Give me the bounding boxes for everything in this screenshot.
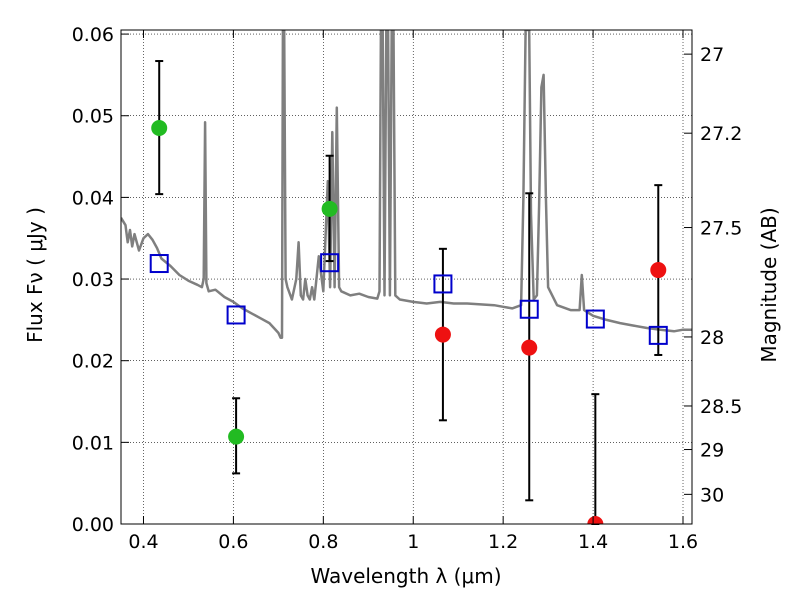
tick-labels: 0.4 0.6 0.8 1 1.2 1.4 1.6 0.00 0.01 0.02 0.03 0.04 0…: [72, 24, 743, 553]
model-photometry-square: [149, 254, 169, 274]
x-tick-label: 1.4: [578, 531, 608, 553]
y-tick-label: 0.06: [72, 24, 114, 46]
y-tick-label: 0.02: [72, 351, 114, 373]
model-spectrum-line: [121, 30, 692, 340]
data-markers: [149, 119, 668, 524]
y-axis-title: Flux Fν ( μJy ): [23, 207, 47, 343]
axis-ticks: [121, 30, 692, 525]
green-photometry-point: [321, 200, 338, 217]
error-bars: [155, 60, 663, 525]
model-photometry-square: [519, 299, 539, 319]
model-photometry-square: [320, 253, 340, 273]
green-photometry-point: [151, 119, 168, 136]
model-spectrum: [121, 30, 692, 340]
right-axis-tick-label: 28.5: [700, 396, 742, 418]
red-photometry-point: [434, 326, 451, 343]
x-axis-title: Wavelength λ (μm): [310, 564, 501, 588]
right-axis-tick-label: 27: [700, 44, 724, 66]
y-tick-label: 0.00: [72, 514, 114, 536]
green-photometry-point: [228, 428, 245, 445]
y-tick-label: 0.05: [72, 106, 114, 128]
y-tick-label: 0.04: [72, 187, 114, 209]
right-axis-tick-label: 27.2: [700, 123, 742, 145]
right-axis-tick-label: 29: [700, 440, 724, 462]
model-photometry-square: [648, 325, 668, 345]
x-tick-label: 0.6: [218, 531, 248, 553]
plot-frame: [120, 29, 693, 525]
x-tick-label: 0.8: [308, 531, 338, 553]
y-tick-label: 0.01: [72, 432, 114, 454]
x-tick-label: 1: [407, 531, 419, 553]
right-axis-tick-label: 27.5: [700, 218, 742, 240]
y-tick-label: 0.03: [72, 269, 114, 291]
right-axis-tick-label: 30: [700, 484, 724, 506]
model-photometry-square: [433, 274, 453, 294]
x-tick-label: 1.6: [668, 531, 698, 553]
red-photometry-point: [521, 339, 538, 356]
model-photometry-square: [585, 309, 605, 329]
red-photometry-point: [650, 262, 667, 279]
x-tick-label: 1.2: [488, 531, 518, 553]
right-axis-tick-label: 28: [700, 327, 724, 349]
red-photometry-point: [587, 516, 604, 524]
x-tick-label: 0.4: [128, 531, 158, 553]
model-photometry-square: [226, 305, 246, 325]
right-axis-title: Magnitude (AB): [757, 207, 781, 362]
